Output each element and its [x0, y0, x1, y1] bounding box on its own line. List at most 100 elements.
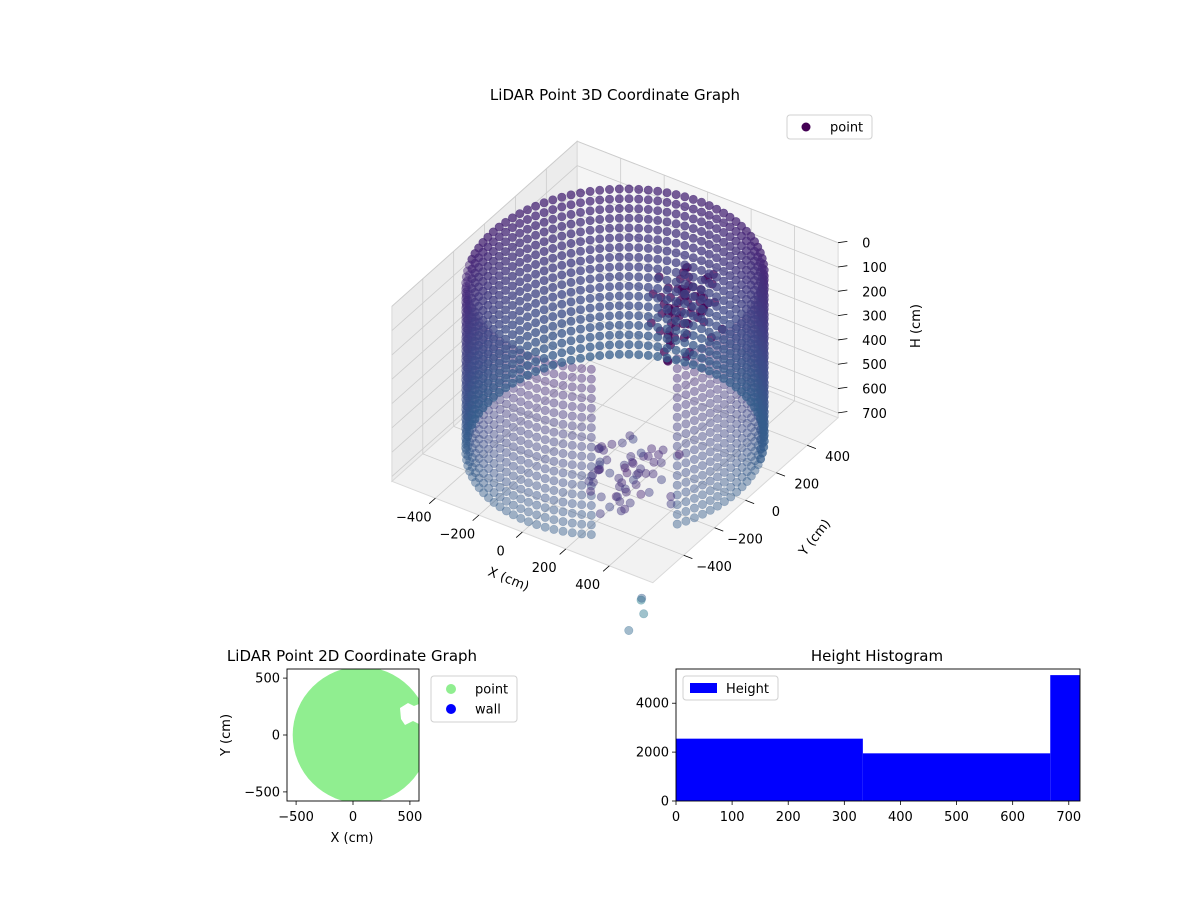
scatter-3d-point [461, 307, 471, 317]
scatter-3d-point [522, 263, 532, 273]
scatter-3d-point [501, 383, 511, 393]
scatter-3d-point [474, 463, 484, 473]
scatter-3d-point [507, 368, 517, 378]
scatter-3d-point [532, 383, 542, 393]
scatter-3d-point [467, 443, 477, 453]
scatter-3d-point [522, 321, 532, 331]
scatter-3d-point [704, 240, 714, 250]
scatter-3d-point [672, 402, 682, 412]
scatter-3d-point [531, 298, 541, 308]
scatter-3d-point [575, 334, 585, 344]
scatter-3d-point [662, 353, 672, 363]
scatter-3d-point [501, 344, 511, 354]
scatter-3d-point [719, 458, 729, 468]
z-tick-3d [838, 240, 848, 244]
scatter-3d-point [742, 418, 752, 428]
scatter-3d-point [725, 290, 735, 300]
scatter-3d-point [705, 505, 715, 515]
scatter-3d-point [532, 422, 542, 432]
scatter-3d-point [604, 262, 614, 272]
scatter-3d-point [737, 423, 747, 433]
scatter-3d-point [575, 353, 585, 363]
scatter-3d-point [671, 345, 681, 355]
scatter-3d-point [696, 295, 706, 305]
scatter-3d-point [508, 481, 518, 491]
scatter-3d-point [731, 236, 741, 246]
scatter-3d-point [712, 472, 722, 482]
scatter-3d-point [704, 317, 714, 327]
scatter-3d-point [672, 519, 682, 529]
scatter-3d-point [532, 481, 542, 491]
scatter-3d-point [539, 363, 549, 373]
scatter-3d-point [731, 265, 741, 275]
scatter-3d-point [719, 409, 729, 419]
scatter-3d-point [604, 311, 614, 321]
scatter-3d-point [494, 329, 504, 339]
scatter-3d-point [539, 314, 549, 324]
scatter-3d-point [689, 445, 699, 455]
z-tick-label-3d: 0 [862, 237, 870, 252]
scatter-3d-point [516, 494, 526, 504]
y-axis-label-2d: Y (cm) [219, 714, 234, 757]
scatter-3d-point [515, 345, 525, 355]
scatter-3d-point [461, 445, 471, 455]
scatter-3d-point [620, 463, 630, 473]
scatter-3d-point [731, 324, 741, 334]
scatter-3d-point [719, 448, 729, 458]
scatter-3d-point [671, 219, 681, 229]
scatter-3d-point [696, 324, 706, 334]
scatter-3d-point [634, 340, 644, 350]
scatter-3d-point [507, 291, 517, 301]
scatter-3d-point [712, 452, 722, 462]
scatter-3d-point [501, 285, 511, 295]
scatter-3d-point [726, 404, 736, 414]
scatter-3d-point [604, 233, 614, 243]
scatter-3d-point [539, 217, 549, 227]
scatter-3d-point [479, 439, 489, 449]
scatter-3d-point [461, 455, 471, 465]
scatter-3d-point [725, 368, 735, 378]
y-tick-3d [683, 554, 693, 559]
scatter-3d-point [696, 275, 706, 285]
scatter-3d-point [680, 211, 690, 221]
scatter-3d-point [548, 282, 558, 292]
scatter-3d-point [681, 516, 691, 526]
scatter-3d-point [522, 205, 532, 215]
scatter-3d-point [483, 463, 493, 473]
scatter-3d-point [557, 280, 567, 290]
y-axis-label-3d: Y (cm) [796, 517, 834, 560]
scatter-3d-point [567, 392, 577, 402]
scatter-3d-point [532, 393, 542, 403]
scatter-3d-point [616, 506, 626, 516]
scatter-3d-point [672, 500, 682, 510]
scatter-3d-point [548, 205, 558, 215]
legend-2d-label-wall: wall [475, 703, 501, 718]
scatter-3d-point [746, 452, 756, 462]
scatter-3d-point [672, 412, 682, 422]
scatter-3d-point [719, 467, 729, 477]
scatter-3d-point [662, 227, 672, 237]
scatter-3d-point [483, 415, 493, 425]
scatter-3d-point [704, 220, 714, 230]
scatter-3d-point [626, 451, 636, 461]
scatter-3d-point [681, 458, 691, 468]
scatter-3d-point [614, 301, 624, 311]
scatter-3d-point [531, 289, 541, 299]
scatter-3d-point [540, 454, 550, 464]
scatter-3d-point [666, 491, 676, 501]
scatter-3d-point [494, 310, 504, 320]
scatter-3d-point [494, 319, 504, 329]
scatter-3d-point [704, 210, 714, 220]
scatter-3d-point [586, 384, 596, 394]
scatter-3d-point [507, 261, 517, 271]
scatter-3d-point [705, 476, 715, 486]
scatter-3d-point [515, 296, 525, 306]
scatter-3d-point [531, 230, 541, 240]
scatter-3d-point [539, 227, 549, 237]
scatter-3d-point [577, 480, 587, 490]
scatter-3d-point [653, 196, 663, 206]
scatter-3d-point [624, 223, 634, 233]
scatter-3d-point [522, 215, 532, 225]
scatter-3d-point [681, 399, 691, 409]
scatter-3d-point [688, 233, 698, 243]
